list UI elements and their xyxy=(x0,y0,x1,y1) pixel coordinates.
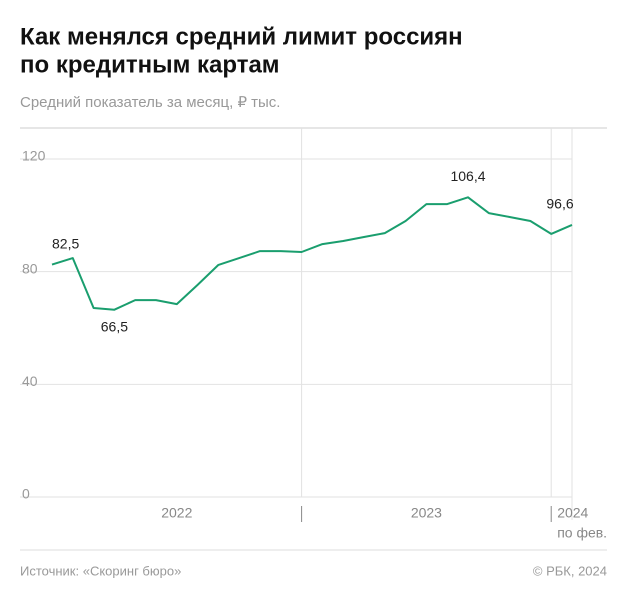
subtitle: Средний показатель за месяц, ₽ тыс. xyxy=(20,94,280,111)
value-label: 82,5 xyxy=(52,235,79,251)
x-note: по фев. xyxy=(557,525,607,541)
y-tick-label: 80 xyxy=(22,260,38,276)
value-label: 66,5 xyxy=(101,318,128,334)
x-year-label: 2023 xyxy=(411,505,442,521)
y-tick-label: 0 xyxy=(22,486,30,502)
source: Источник: «Скоринг бюро» xyxy=(20,563,181,578)
line xyxy=(51,196,573,311)
copyright: © РБК, 2024 xyxy=(533,563,607,578)
y-tick-label: 40 xyxy=(22,373,38,389)
x-year-label: 2022 xyxy=(161,505,192,521)
y-tick-label: 120 xyxy=(22,148,46,164)
value-label: 96,6 xyxy=(546,196,573,212)
value-label: 106,4 xyxy=(450,168,485,184)
chart-title: Как менялся средний лимит россиян xyxy=(20,23,463,50)
x-year-label: 2024 xyxy=(557,505,588,521)
chart-title: по кредитным картам xyxy=(20,51,280,78)
